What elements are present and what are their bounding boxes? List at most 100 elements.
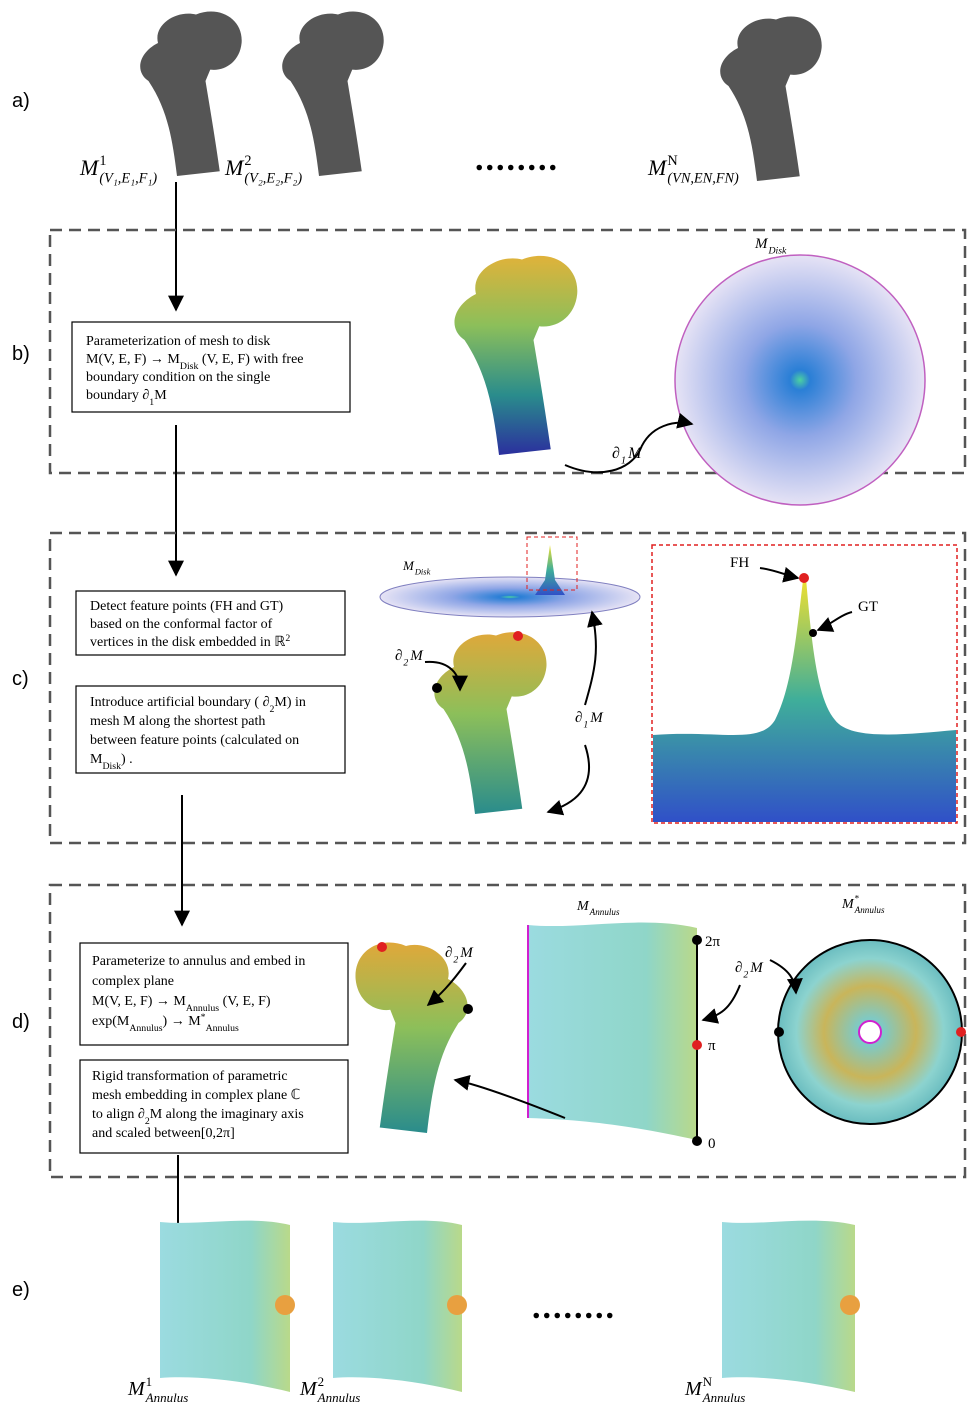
bone-mesh: [434, 632, 546, 814]
box-text-part: M(V, E, F) → M: [92, 994, 186, 1009]
mesh-label-sup: 1: [99, 153, 106, 169]
mesh-label: M: [79, 155, 100, 180]
mesh-label-sup: 1: [146, 1374, 153, 1389]
boundary-label-after: M: [627, 445, 643, 462]
mesh-label-sup: 2: [244, 153, 251, 169]
box-text: Parameterize to annulus and embed in: [92, 954, 305, 969]
annulus-mesh: [528, 923, 697, 1140]
boundary-label-sub: 1: [621, 456, 626, 467]
arrow: [548, 745, 589, 812]
feature-point: [692, 1136, 702, 1146]
mesh-label: M: [299, 1378, 318, 1400]
mesh-label-sup: N: [703, 1374, 713, 1389]
box-text: vertices in the disk embedded in ℝ2: [90, 633, 290, 651]
box-text-part: 2: [285, 633, 290, 644]
mesh-label: M: [224, 155, 245, 180]
box-text-part: Introduce artificial boundary ( ∂: [90, 695, 270, 710]
axis-label: 0: [708, 1136, 716, 1152]
box-text-part: Annulus: [129, 1023, 162, 1034]
feature-label: FH: [730, 555, 749, 571]
box-text-part: complex plane: [92, 974, 174, 989]
annulus-results: [160, 1221, 860, 1392]
mesh-label-sub: (V₁,E₁,F₁): [99, 171, 157, 187]
bone-mesh: [355, 943, 467, 1133]
box-text-part: boundary condition on the single: [86, 370, 270, 385]
mesh-label-sub: (V₂,E₂,F₂): [244, 171, 302, 187]
boundary-label-after: M: [749, 960, 764, 976]
box-text: Parameterization of mesh to disk: [86, 334, 270, 349]
boundary-label-after: M: [589, 710, 604, 726]
box-text: and scaled between[0,2π]: [92, 1126, 235, 1141]
box-text-part: ) .: [121, 752, 133, 767]
annulus-label-sub: Annulus: [589, 907, 620, 917]
mesh-label-sup: 2: [318, 1374, 325, 1389]
row-label: d): [12, 1011, 30, 1033]
feature-point: [432, 683, 442, 693]
box-text-part: based on the conformal factor of: [90, 617, 273, 632]
boundary-label: ∂: [445, 945, 452, 961]
flat-disk: [380, 577, 640, 617]
box-text-part: Parameterization of mesh to disk: [86, 334, 270, 349]
disk-mesh: [675, 255, 925, 505]
boundary-label: ∂: [612, 445, 620, 462]
boundary-label-sub: 2: [403, 657, 408, 668]
box-text-part: mesh M along the shortest path: [90, 714, 265, 729]
box-text-part: M: [90, 752, 103, 767]
box-text-part: ) → M: [163, 1014, 202, 1029]
mesh-label-sub: Annulus: [145, 1390, 189, 1403]
boundary-label: ∂: [395, 648, 402, 664]
box-text-part: to align ∂: [92, 1107, 145, 1122]
annulus-label-sub: Annulus: [854, 905, 885, 915]
figure: a)M1(V₁,E₁,F₁)M2(V₂,E₂,F₂)MN(VN,EN,FN)..…: [0, 0, 967, 1403]
arrow: [585, 612, 596, 705]
box-text: mesh embedding in complex plane ℂ: [92, 1088, 301, 1103]
box-text-part: *: [201, 1012, 206, 1023]
mesh-label-sub: Annulus: [317, 1390, 361, 1403]
box-text-part: M(V, E, F) → M: [86, 352, 180, 367]
ellipsis: ........: [532, 1289, 616, 1326]
boundary-label: ∂: [735, 960, 742, 976]
disk-label-sub: Disk: [414, 567, 431, 577]
ellipsis: ........: [475, 141, 559, 178]
box-text-part: (V, E, F) with free: [198, 352, 303, 367]
box-text-part: Annulus: [206, 1023, 239, 1034]
row-label: b): [12, 343, 30, 365]
feature-point: [692, 935, 702, 945]
box-text: mesh M along the shortest path: [90, 714, 265, 729]
box-text-part: Detect feature points (FH and GT): [90, 599, 284, 614]
axis-label: π: [708, 1038, 716, 1054]
box-text: based on the conformal factor of: [90, 617, 273, 632]
mesh-label-sub: (VN,EN,FN): [667, 171, 739, 187]
boundary-label: ∂: [575, 710, 582, 726]
annulus-label: M: [576, 899, 590, 914]
row-label: e): [12, 1279, 30, 1301]
box-text-part: (V, E, F): [219, 994, 271, 1009]
box-text: complex plane: [92, 974, 174, 989]
disk-label: M: [754, 236, 769, 252]
mesh-label: M: [127, 1378, 146, 1400]
box-text: boundary condition on the single: [86, 370, 270, 385]
boundary-label-after: M: [409, 648, 424, 664]
boundary-label-sub: 1: [583, 719, 588, 730]
box-text: Rigid transformation of parametric: [92, 1069, 288, 1084]
feature-point: [463, 1004, 473, 1014]
feature-label: GT: [858, 599, 878, 615]
axis-label: 2π: [705, 934, 721, 950]
box-text-part: Disk: [102, 761, 121, 772]
feature-point: [774, 1027, 784, 1037]
boundary-label-sub: 2: [453, 954, 458, 965]
arrow: [703, 985, 740, 1020]
box-text-part: M along the imaginary axis: [150, 1107, 304, 1122]
box-text-part: exp(M: [92, 1014, 130, 1029]
boundary-label-sub: 2: [743, 969, 748, 980]
box-text: between feature points (calculated on: [90, 733, 299, 748]
box-text: Detect feature points (FH and GT): [90, 599, 284, 614]
feature-point: [513, 631, 523, 641]
box-text-part: M) in: [274, 695, 306, 710]
disk-label-sub: Disk: [768, 245, 788, 256]
disk-label: M: [402, 558, 415, 573]
feature-point: [956, 1027, 966, 1037]
box-text-part: boundary ∂: [86, 388, 149, 403]
mesh-label: M: [647, 155, 668, 180]
box-text-part: between feature points (calculated on: [90, 733, 299, 748]
